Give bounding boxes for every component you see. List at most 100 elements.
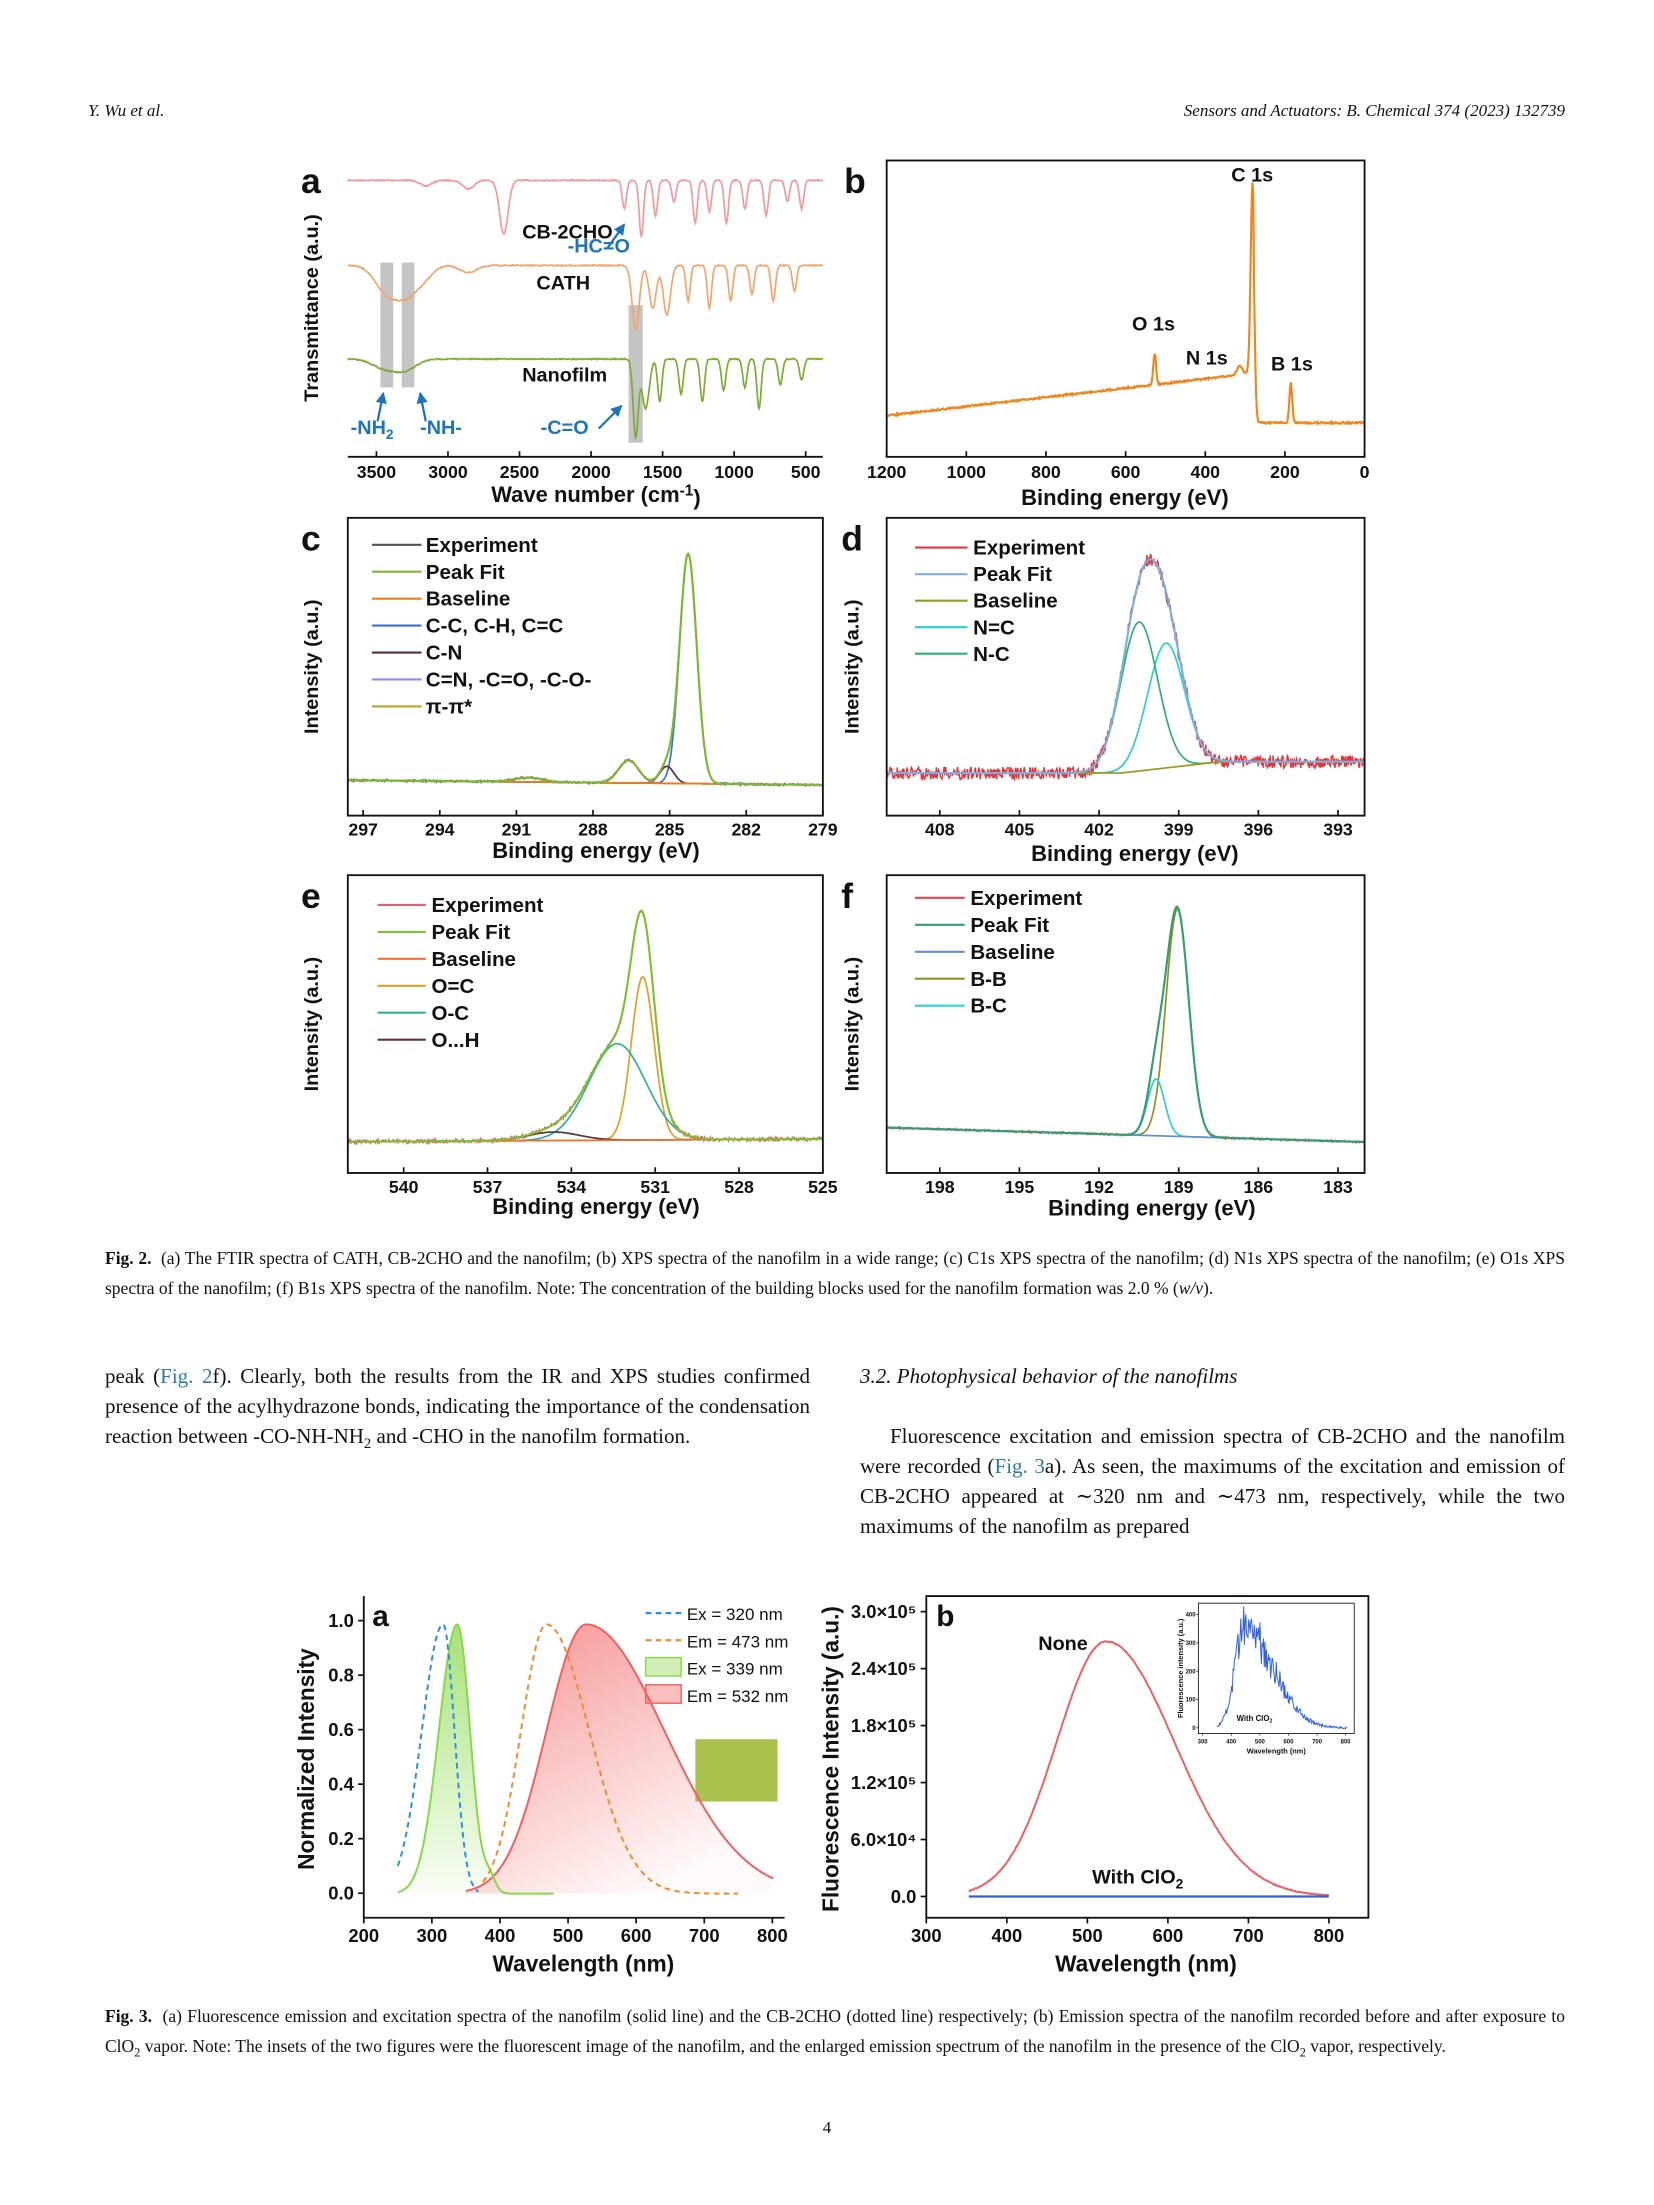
annotation-part: 2 [386, 426, 394, 442]
x-axis-label-part: -1 [680, 482, 694, 499]
legend-label: Ex = 339 nm [687, 1660, 783, 1679]
y-tick-label: 0.4 [328, 1774, 354, 1795]
spectrum [482, 1623, 738, 1895]
y-axis-label: Normalized Intensity [293, 1648, 319, 1870]
arrow [598, 405, 623, 430]
x-tick-label: 300 [1198, 1739, 1209, 1745]
x-tick-label: 3000 [428, 462, 468, 482]
x-tick-label: 600 [1283, 1739, 1294, 1745]
x-tick-label: 288 [578, 819, 608, 839]
legend-label: Experiment [973, 537, 1085, 560]
spectrum [347, 357, 824, 441]
y-axis-label: Intensity (a.u.) [301, 957, 323, 1092]
x-tick-label: 399 [1164, 819, 1194, 839]
x-tick-label: 285 [655, 819, 685, 839]
plot-frame [925, 1595, 1370, 1919]
figure-link[interactable]: Fig. 3 [994, 1454, 1045, 1478]
x-tick-label: 300 [417, 1925, 448, 1946]
panel-letter: a [372, 1600, 389, 1633]
x-tick-label: 400 [1226, 1739, 1237, 1745]
annotation: -NH- [420, 417, 462, 439]
x-tick-label: 400 [485, 1925, 516, 1946]
series-label-part: 2 [1176, 1876, 1184, 1892]
trace-label: CATH [536, 273, 590, 295]
panel-letter: b [844, 161, 866, 201]
x-tick-label: 600 [621, 1925, 652, 1946]
legend-label: B-B [970, 968, 1007, 991]
annotation: O 1s [1132, 314, 1175, 336]
figure-link[interactable]: Fig. 2 [160, 1364, 213, 1388]
subscript: 2 [134, 2045, 141, 2060]
spectrum [886, 908, 1365, 1143]
x-tick-label: 402 [1084, 819, 1114, 839]
y-tick-label: 2.4×10⁵ [851, 1658, 916, 1679]
spectrum [396, 1623, 480, 1893]
x-tick-label: 700 [689, 1925, 720, 1946]
annotation: C 1s [1231, 165, 1273, 187]
text: and -CHO in the nanofilm formation. [371, 1424, 691, 1448]
spectrum [968, 1640, 1330, 1897]
spectrum [886, 905, 1366, 1145]
x-tick-label: 279 [808, 819, 838, 839]
x-tick-label: 1000 [714, 462, 754, 482]
legend-swatch [645, 1684, 682, 1704]
x-axis-label: Binding energy (eV) [1031, 841, 1239, 866]
legend-label: Experiment [431, 894, 543, 917]
spectrum [347, 909, 823, 1143]
spectrum [347, 975, 823, 1143]
page-number: 4 [822, 2118, 832, 2137]
x-tick-label: 500 [1072, 1925, 1103, 1946]
legend-label: Ex = 320 nm [687, 1605, 783, 1624]
legend-label: Peak Fit [970, 914, 1049, 937]
text: Fluorescence excitation and emission spe… [860, 1424, 1565, 1478]
x-tick-label: 200 [348, 1925, 379, 1946]
x-axis-label: Binding energy (eV) [492, 1194, 700, 1219]
panel-letter: b [936, 1600, 954, 1633]
x-tick-label: 534 [557, 1177, 587, 1197]
spectrum [1216, 1606, 1348, 1730]
series-label-part: With ClO [1092, 1867, 1176, 1889]
x-axis-label: Binding energy (eV) [1021, 485, 1229, 510]
highlight-band [401, 262, 415, 388]
legend-label: Peak Fit [426, 561, 505, 584]
x-axis-label: Wavelength (nm) [493, 1951, 675, 1977]
y-tick-label: 1.8×10⁵ [851, 1715, 916, 1736]
legend-label: N=C [973, 616, 1015, 639]
x-tick-label: 291 [502, 819, 532, 839]
legend-label: Peak Fit [431, 921, 510, 944]
spectrum [465, 1623, 774, 1892]
x-tick-label: 200 [1270, 462, 1300, 482]
subscript: 2 [1299, 2045, 1306, 2060]
spectrum [886, 558, 1365, 775]
legend-label: N-C [973, 643, 1010, 666]
annotation: -HC=O [568, 236, 630, 258]
legend-swatch [645, 1656, 682, 1677]
x-tick-label: 396 [1244, 819, 1274, 839]
figure-caption: Fig. 3. (a) Fluorescence emission and ex… [105, 2001, 1565, 2061]
legend-label: C=N, -C=O, -C-O- [426, 669, 592, 692]
x-axis-label: Wavelength (nm) [1055, 1951, 1237, 1977]
x-tick-label: 297 [348, 819, 378, 839]
x-axis-label: Binding energy (eV) [1048, 1196, 1256, 1221]
annotation-part: -NH [351, 417, 386, 439]
inset-label-part: 2 [1269, 1719, 1272, 1725]
caption-label: Fig. 3. [105, 2006, 153, 2026]
x-tick-label: 183 [1323, 1177, 1353, 1197]
panel-letter: a [301, 161, 321, 201]
inset-label: With ClO2 [1237, 1714, 1273, 1725]
legend-label: Baseline [970, 941, 1055, 964]
arrow [606, 223, 626, 250]
caption-text: ). [1203, 1278, 1214, 1298]
figure-caption: Fig. 2. (a) The FTIR spectra of CATH, CB… [105, 1243, 1565, 1303]
arrow [416, 391, 428, 422]
annotation: N 1s [1186, 348, 1228, 370]
x-tick-label: 282 [731, 819, 761, 839]
x-tick-label: 1000 [947, 462, 987, 482]
legend-label: B-C [970, 995, 1007, 1018]
x-axis-label: Wave number (cm-1) [491, 482, 700, 510]
spectrum [885, 553, 1366, 782]
plot-frame [1197, 1602, 1355, 1734]
annotation: -NH2 [351, 417, 394, 442]
caption-text: w/v [1178, 1278, 1204, 1298]
inset-label-part: With ClO [1237, 1714, 1270, 1723]
